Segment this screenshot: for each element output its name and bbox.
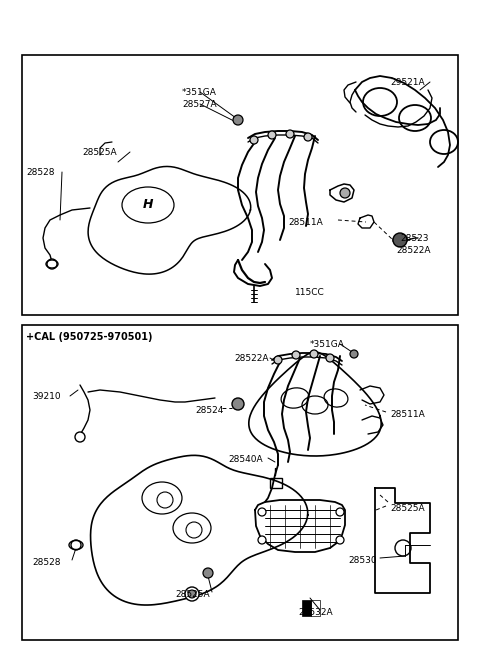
- Circle shape: [310, 350, 318, 358]
- Text: 28523: 28523: [400, 234, 429, 243]
- Text: 115CC: 115CC: [295, 288, 325, 297]
- Ellipse shape: [393, 235, 407, 245]
- Circle shape: [185, 587, 199, 601]
- Text: 28525A: 28525A: [175, 590, 210, 599]
- Circle shape: [233, 115, 243, 125]
- Text: 28524: 28524: [195, 406, 223, 415]
- Text: 28530: 28530: [348, 556, 377, 565]
- Text: 28528: 28528: [32, 558, 60, 567]
- Text: 39210: 39210: [32, 392, 60, 401]
- Text: 28525A: 28525A: [82, 148, 117, 157]
- Circle shape: [203, 568, 213, 578]
- Text: 28540A: 28540A: [228, 455, 263, 464]
- Text: +CAL (950725-970501): +CAL (950725-970501): [26, 332, 153, 342]
- Text: 28525A: 28525A: [390, 504, 425, 513]
- Circle shape: [340, 188, 350, 198]
- Circle shape: [336, 536, 344, 544]
- Text: H: H: [143, 198, 153, 212]
- Text: 28522A: 28522A: [234, 354, 268, 363]
- Bar: [311, 600, 320, 616]
- Circle shape: [258, 536, 266, 544]
- Circle shape: [336, 508, 344, 516]
- Circle shape: [232, 398, 244, 410]
- Circle shape: [393, 233, 407, 247]
- Circle shape: [304, 133, 312, 141]
- Bar: [302, 600, 311, 616]
- Bar: [22, 55, 458, 315]
- Bar: [270, 478, 282, 488]
- Text: 28532A: 28532A: [298, 608, 333, 617]
- Text: 28511A: 28511A: [288, 218, 323, 227]
- Circle shape: [258, 508, 266, 516]
- Text: *351GA: *351GA: [182, 88, 217, 97]
- Circle shape: [250, 136, 258, 144]
- Circle shape: [188, 590, 196, 598]
- Text: 28511A: 28511A: [390, 410, 425, 419]
- Circle shape: [292, 351, 300, 359]
- Text: 28527A: 28527A: [182, 100, 216, 109]
- Circle shape: [47, 259, 57, 269]
- Circle shape: [326, 354, 334, 362]
- Circle shape: [350, 350, 358, 358]
- Circle shape: [274, 356, 282, 364]
- Bar: [22, 325, 458, 640]
- Circle shape: [75, 432, 85, 442]
- Circle shape: [268, 131, 276, 139]
- Text: 29521A: 29521A: [390, 78, 425, 87]
- Text: *351GA: *351GA: [310, 340, 345, 349]
- Circle shape: [286, 130, 294, 138]
- Circle shape: [71, 540, 81, 550]
- Text: 28528: 28528: [26, 168, 55, 177]
- Text: 28522A: 28522A: [396, 246, 431, 255]
